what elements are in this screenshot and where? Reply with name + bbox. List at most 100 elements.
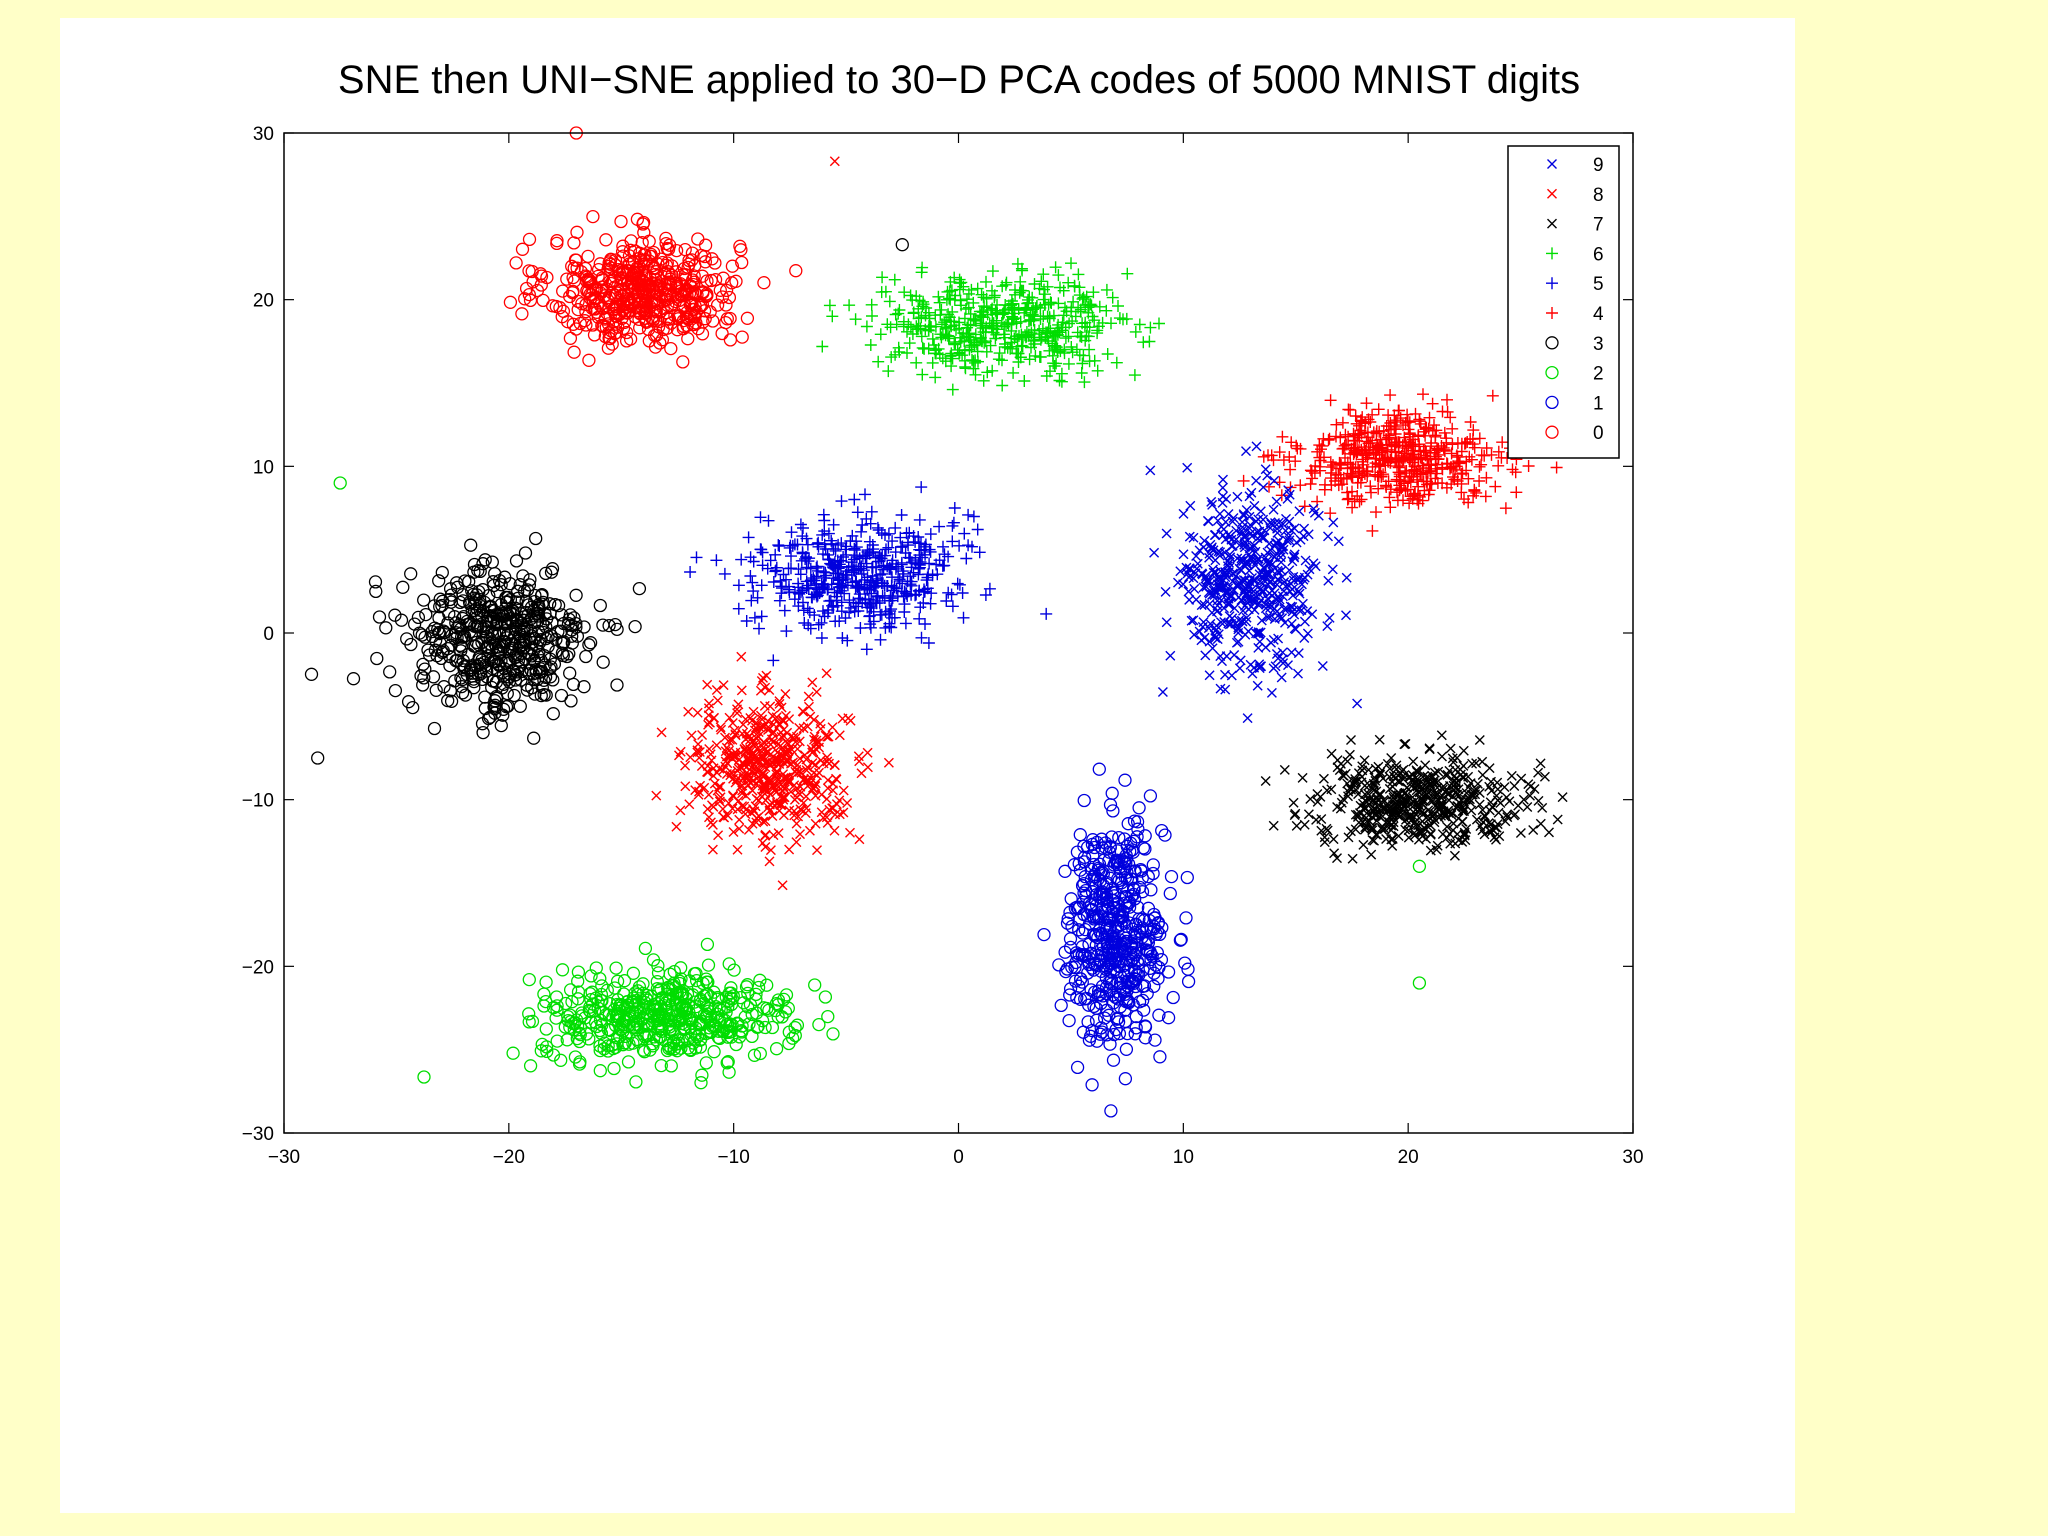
data-point [608,617,622,632]
data-point [1138,1019,1152,1033]
data-point [1294,479,1307,492]
data-point [662,983,676,997]
data-point [694,1076,708,1090]
data-point [1361,451,1374,464]
data-point [1103,921,1117,935]
data-point [758,1020,772,1035]
data-point [443,658,457,673]
data-point [1285,436,1298,449]
data-point [1428,419,1440,432]
data-point [1155,920,1169,935]
data-point [489,608,503,622]
data-point [721,1055,735,1069]
data-point [687,967,702,981]
data-point [741,1000,755,1014]
data-point [661,242,676,256]
data-point [745,594,758,607]
data-point [1360,397,1373,410]
data-point [417,1070,431,1084]
data-point [616,1038,630,1052]
data-point [636,1027,650,1041]
data-point [651,966,666,980]
data-point [479,629,494,644]
data-point [1087,956,1102,970]
data-point [716,271,730,285]
data-point [539,566,553,581]
data-point [1417,475,1430,488]
data-point [435,565,449,580]
data-point [1318,483,1331,496]
data-point [679,1012,693,1026]
data-point [1463,450,1476,463]
data-point [1344,403,1357,416]
data-point [1060,916,1075,930]
data-point [494,718,508,733]
data-point [1384,501,1397,514]
data-point [1397,494,1409,507]
data-point [637,225,651,240]
data-point [550,236,564,251]
data-point [1509,466,1522,479]
data-point [631,987,645,1002]
data-point [1166,990,1180,1005]
data-point [548,597,562,612]
data-point [519,281,534,296]
data-point [725,259,740,273]
data-point [458,688,473,702]
data-point [1104,1104,1118,1118]
data-point [647,328,662,343]
data-point [1449,463,1462,476]
data-point [754,511,767,524]
data-point [513,699,527,713]
data-point [1158,828,1172,842]
data-point [1492,459,1505,472]
data-point [658,292,673,307]
data-point [1358,467,1371,480]
data-point [1134,862,1148,877]
data-point [431,622,445,637]
data-point [1393,470,1406,483]
data-point [498,570,512,584]
data-point [520,678,534,692]
data-point [556,284,570,298]
data-point [414,669,428,683]
data-point [593,1064,607,1078]
data-point [664,1022,678,1036]
data-point [503,295,518,309]
data-point [517,610,532,624]
data-point [753,973,767,987]
data-point [625,282,639,296]
data-point [1339,451,1351,464]
data-point [1130,830,1144,844]
data-point [1127,883,1141,897]
data-point [745,1007,759,1022]
data-point [450,621,464,635]
data-point [651,1013,666,1028]
data-point [379,621,393,635]
data-point [762,514,775,527]
data-point [1409,438,1422,451]
data-point [432,574,446,588]
data-point [719,283,734,298]
data-point [591,1001,605,1015]
data-point [1174,932,1188,947]
data-point [530,283,545,298]
data-point [738,1010,752,1024]
data-point [1127,814,1142,828]
data-point [615,288,629,302]
data-point [674,1041,688,1055]
data-point [1087,840,1102,855]
data-point [571,965,586,979]
data-point [577,620,591,634]
data-point [735,1025,749,1039]
data-point [715,326,729,341]
data-point [453,595,467,610]
data-point [304,667,319,681]
data-point [530,614,545,628]
data-point [1106,804,1120,818]
data-point [685,285,700,300]
data-point [1237,474,1250,487]
data-point [789,264,803,278]
data-point [735,255,749,270]
data-point [1037,927,1051,942]
